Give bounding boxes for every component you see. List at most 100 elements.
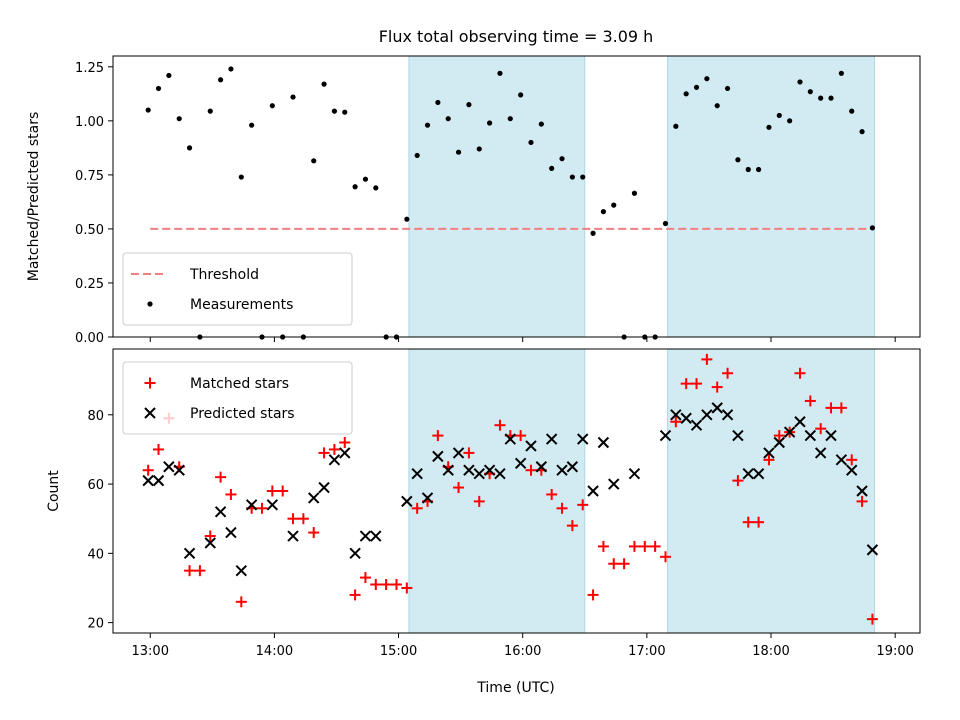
panel-top-series-1-point-66 <box>818 95 824 101</box>
panel-top-series-1-point-5 <box>186 145 193 151</box>
panel-bottom-legend: Matched stars Predicted stars <box>122 361 353 435</box>
panel-top-ratio: 0.00 0.25 0.50 0.75 1.00 1.25 Matched/Predicte… <box>26 55 921 346</box>
panel-bottom-series-2-point-50 <box>742 467 754 480</box>
panel-bottom-series-1-point-13 <box>266 485 278 497</box>
panel-bottom-series-2-point-32 <box>525 440 537 452</box>
panel-bottom-series-1-point-71 <box>866 613 878 625</box>
panel-top-series-1-point-44 <box>590 230 596 236</box>
panel-top-y-tick-label-1: 0.00 <box>75 331 104 346</box>
panel-bottom-series-2-point-46 <box>701 409 713 421</box>
panel-bottom-series-2-point-41 <box>628 467 641 480</box>
panel-bottom-series-1-point-8 <box>215 471 227 483</box>
panel-bottom-series-1-point-65 <box>804 395 816 407</box>
panel-bottom-series-2-point-19 <box>370 530 382 542</box>
panel-top-legend: Threshold Measurements <box>122 252 353 326</box>
panel-top-series-1-point-54 <box>693 84 700 90</box>
panel-bottom-series-2-point-37 <box>577 433 589 445</box>
panel-bottom-series-1-point-35 <box>494 419 506 431</box>
panel-top-series-1-point-60 <box>756 166 762 173</box>
panel-bottom-series-2-point-25 <box>452 447 465 459</box>
panel-bottom-series-1-point-6 <box>194 565 206 577</box>
panel-bottom-legend-box <box>122 361 353 435</box>
panel-bottom-series-2-point-26 <box>463 464 475 476</box>
panel-bottom-y-axis-label: Count <box>46 470 62 512</box>
panel-top-series-1-point-69 <box>849 108 855 114</box>
panel-top-series-1-point-39 <box>538 121 544 127</box>
x-tick-label-2: 14:00 <box>256 644 293 659</box>
panel-bottom-series-2-point-31 <box>514 457 527 469</box>
x-tick-label-6: 18:00 <box>752 644 789 659</box>
panel-bottom-series-1-point-20 <box>339 437 351 449</box>
panel-bottom-series-2-point-15 <box>328 454 341 466</box>
panel-bottom-series-1-point-59 <box>742 516 754 528</box>
panel-bottom-series-2-point-18 <box>359 530 372 542</box>
panel-top-series-1-point-59 <box>745 166 751 173</box>
panel-bottom-series-2-point-59 <box>835 454 848 466</box>
panel-top-series-1-point-28 <box>424 122 431 128</box>
panel-bottom-series-1-point-43 <box>577 499 589 511</box>
panel-bottom-series-2-point-35 <box>556 464 568 476</box>
panel-bottom-series-1-point-44 <box>587 589 599 601</box>
panel-top-series-1-point-43 <box>580 174 586 180</box>
panel-top-series-1-point-22 <box>362 176 369 182</box>
panel-bottom-series-1-point-49 <box>639 540 651 552</box>
panel-bottom-series-2-point-28 <box>483 464 496 476</box>
panel-bottom-series-2-point-30 <box>504 433 516 445</box>
panel-bottom-series-1-point-9 <box>225 488 237 500</box>
panel-bottom-series-1-point-57 <box>722 367 734 379</box>
panel-top-series-1-point-23 <box>373 185 379 191</box>
panel-bottom-series-1-point-21 <box>349 589 361 601</box>
panel-bottom-series-2-point-62 <box>866 544 879 556</box>
panel-bottom-series-1-point-48 <box>628 540 640 552</box>
panel-top-series-1-point-13 <box>269 103 275 109</box>
panel-bottom-y-tick-label-2: 40 <box>87 547 104 562</box>
panel-top-series-1-point-37 <box>518 92 524 98</box>
panel-bottom-series-1-point-53 <box>680 378 692 390</box>
panel-top-series-1-point-30 <box>445 116 451 122</box>
panel-top-series-1-point-58 <box>735 157 741 163</box>
x-tick-label-5: 17:00 <box>628 644 665 659</box>
panel-bottom-series-2-point-39 <box>597 436 610 449</box>
x-tick-label-4: 16:00 <box>504 644 541 659</box>
chart-title: Flux total observing time = 3.09 h <box>379 27 654 46</box>
panel-bottom-series-1-point-7 <box>204 530 216 542</box>
panel-bottom-series-1-point-23 <box>370 579 382 591</box>
panel-bottom-series-1-point-33 <box>473 495 485 507</box>
panel-bottom-series-2-point-55 <box>794 416 806 428</box>
panel-bottom-y-tick-label-4: 80 <box>87 409 104 424</box>
panel-bottom-series-2-point-2 <box>152 474 165 487</box>
panel-bottom-series-2-point-14 <box>318 481 330 494</box>
panel-bottom-series-2-point-20 <box>401 495 413 508</box>
panel-bottom-series-2-point-45 <box>690 419 703 431</box>
panel-top-series-1-point-45 <box>600 209 607 215</box>
panel-bottom-series-1-point-25 <box>390 579 402 591</box>
panel-bottom-series-2-point-21 <box>411 467 423 480</box>
panel-bottom-series-1-point-67 <box>825 402 837 414</box>
panel-top-series-1-point-15 <box>290 94 296 100</box>
panel-bottom-series-1-point-29 <box>432 430 444 442</box>
panel-bottom-series-2-point-8 <box>225 526 237 539</box>
panel-top-series-1-point-17 <box>311 158 317 164</box>
panel-top-legend-swatch-2 <box>147 301 153 307</box>
panel-top-series-1-point-62 <box>776 112 782 119</box>
panel-bottom-series-2-point-4 <box>173 464 185 476</box>
panel-bottom-series-1-point-60 <box>753 516 765 528</box>
panel-bottom-series-2-point-24 <box>442 464 454 476</box>
panel-bottom-series-2-point-10 <box>245 499 258 511</box>
panel-bottom-series-2-point-3 <box>163 461 175 473</box>
panel-top-series-1-point-42 <box>569 174 575 180</box>
panel-bottom-shaded-interval-2 <box>667 348 875 634</box>
panel-top-series-1-point-19 <box>331 108 338 114</box>
panel-bottom-series-1-point-24 <box>380 579 392 591</box>
panel-bottom-series-2-point-42 <box>659 429 672 442</box>
panel-top-series-1-point-41 <box>559 156 565 162</box>
panel-top-series-1-point-29 <box>435 99 441 106</box>
panel-bottom-series-2-point-60 <box>846 464 858 476</box>
panel-top-series-1-point-63 <box>787 118 793 124</box>
panel-bottom-series-2-point-16 <box>339 447 351 459</box>
panel-bottom-series-1-point-2 <box>153 443 165 455</box>
panel-bottom-series-1-point-61 <box>763 454 775 466</box>
panel-top-series-1-point-11 <box>249 122 255 128</box>
panel-top-frame <box>112 55 921 338</box>
panel-bottom-series-2-point-47 <box>711 402 723 414</box>
